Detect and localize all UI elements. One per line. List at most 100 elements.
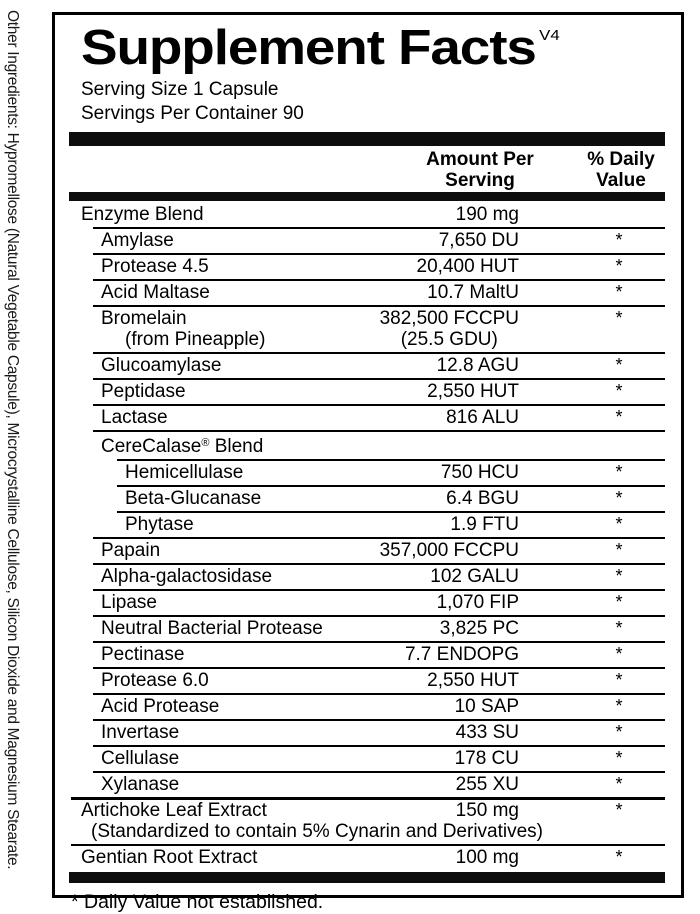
amount-per-serving-value [329,433,519,454]
daily-value-asterisk: * [615,255,623,276]
row-divider-rule [93,227,665,229]
row-divider-rule [93,378,665,380]
row-divider-rule [117,459,665,461]
table-row: Artichoke Leaf Extract (Standardized to c… [69,797,665,844]
table-row: Papain 357,000 FCCPU * [69,537,665,563]
ingredient-name: Hemicellulase [125,461,244,483]
amount-per-serving-value: 433 SU [455,721,519,743]
amount-per-serving-value: 7,650 DU [438,229,519,251]
row-divider-rule [93,615,665,617]
daily-value-asterisk: * [615,487,623,508]
table-row: Lactase 816 ALU * [69,404,665,430]
table-row: Hemicellulase 750 HCU * [69,459,665,485]
daily-value-asterisk: * [615,513,623,534]
ingredient-name: Protease 4.5 [101,255,209,277]
table-row: Acid Protease 10 SAP * [69,693,665,719]
amount-per-serving-value: 12.8 AGU [436,354,519,376]
table-header-row: Amount Per Serving % Daily Value [69,146,665,192]
table-row: Amylase 7,650 DU * [69,227,665,253]
table-row: Pectinase 7.7 ENDOPG * [69,641,665,667]
thick-rule-header [69,192,665,201]
ingredient-name: CereCalase® Blend [101,435,264,457]
ingredient-name: Peptidase [101,380,186,402]
daily-value-asterisk: * [615,461,623,482]
daily-value-asterisk: * [615,773,623,794]
row-divider-rule [71,797,665,800]
amount-per-serving-value: 10.7 MaltU [427,281,519,303]
ingredient-name: Bromelain (from Pineapple) [69,308,329,350]
page-title: Supplement Facts V4 [69,20,665,78]
ingredient-name-subline: (from Pineapple) [125,328,266,350]
table-row: Alpha-galactosidase 102 GALU * [69,563,665,589]
ingredient-name: Amylase [101,229,174,251]
title-text: Supplement Facts [81,21,537,75]
row-divider-rule [93,563,665,565]
amount-per-serving-header: Amount Per Serving [426,149,534,191]
row-divider-rule [93,404,665,406]
row-divider-rule [93,305,665,307]
ingredient-name: Alpha-galactosidase [101,565,273,587]
row-divider-rule [71,844,665,846]
ingredient-name: Glucoamylase [101,354,222,376]
thick-rule-top [69,132,665,146]
amount-per-serving-value: 816 ALU [446,406,519,428]
facts-table-body: Enzyme Blend 190 mg Amylase 7,650 DU * Protea… [69,201,665,870]
ingredient-name: Xylanase [101,773,180,795]
ingredient-name: Gentian Root Extract [81,846,258,868]
ingredient-name: Phytase [125,513,194,535]
table-row: Lipase 1,070 FIP * [69,589,665,615]
supplement-facts-panel: Supplement Facts V4 Serving Size 1 Capsul… [52,12,684,913]
amount-per-serving-value: 1.9 FTU [450,513,519,535]
table-row: Glucoamylase 12.8 AGU * [69,352,665,378]
amount-per-serving-value: 750 HCU [440,461,519,483]
table-row: Cellulase 178 CU * [69,745,665,771]
table-row: Protease 4.5 20,400 HUT * [69,253,665,279]
ingredient-name: Neutral Bacterial Protease [101,617,323,639]
row-divider-rule [117,485,665,487]
row-divider-rule [93,430,665,432]
daily-value-asterisk: * [615,307,623,328]
ingredient-name: Beta-Glucanase [125,487,262,509]
amount-per-serving-value: 20,400 HUT [416,255,519,277]
amount-per-serving-value: 2,550 HUT [427,669,519,691]
amount-per-serving-value: 102 GALU [430,565,519,587]
row-divider-rule [93,745,665,747]
daily-value-footnote: * Daily Value not established. [71,891,324,913]
ingredient-name: Enzyme Blend [81,203,204,225]
amount-per-serving-value: 100 mg [455,846,519,868]
row-divider-rule [93,667,665,669]
ingredient-name: Protease 6.0 [101,669,209,691]
daily-value-asterisk: * [615,539,623,560]
daily-value-asterisk: * [615,799,623,820]
version-superscript: V4 [539,27,560,44]
table-row: CereCalase® Blend [69,430,665,459]
table-row: Bromelain (from Pineapple) 382,500 FCCPU (… [69,305,665,352]
daily-value-asterisk: * [615,380,623,401]
percent-daily-value-header: % Daily Value [587,149,655,191]
ingredient-name: Invertase [101,721,180,743]
table-row: Acid Maltase 10.7 MaltU * [69,279,665,305]
amount-per-serving-value: 150 mg [455,799,519,821]
table-row: Neutral Bacterial Protease 3,825 PC * [69,615,665,641]
ingredient-name: Artichoke Leaf Extract (Standardized to c… [81,799,544,842]
amount-per-serving-value: 3,825 PC [439,617,519,639]
daily-value-asterisk: * [615,695,623,716]
table-row: Xylanase 255 XU * [69,771,665,797]
ingredient-name: Lipase [101,591,157,613]
thick-rule-bottom [69,872,665,883]
amount-per-serving-value: 190 mg [455,203,519,225]
amount-per-serving-value: 255 XU [455,773,519,795]
amount-per-serving-value: 357,000 FCCPU [379,539,519,561]
table-row: Invertase 433 SU * [69,719,665,745]
row-divider-rule [93,693,665,695]
daily-value-asterisk: * [615,229,623,250]
ingredient-name: Lactase [101,406,168,428]
row-divider-rule [93,589,665,591]
ingredient-name: Cellulase [101,747,180,769]
amount-per-serving-value: 2,550 HUT [427,380,519,402]
amount-per-serving-value: 10 SAP [454,695,519,717]
row-divider-rule [93,253,665,255]
table-row: Beta-Glucanase 6.4 BGU * [69,485,665,511]
amount-per-serving-value: 7.7 ENDOPG [404,643,519,665]
table-row: Phytase 1.9 FTU * [69,511,665,537]
